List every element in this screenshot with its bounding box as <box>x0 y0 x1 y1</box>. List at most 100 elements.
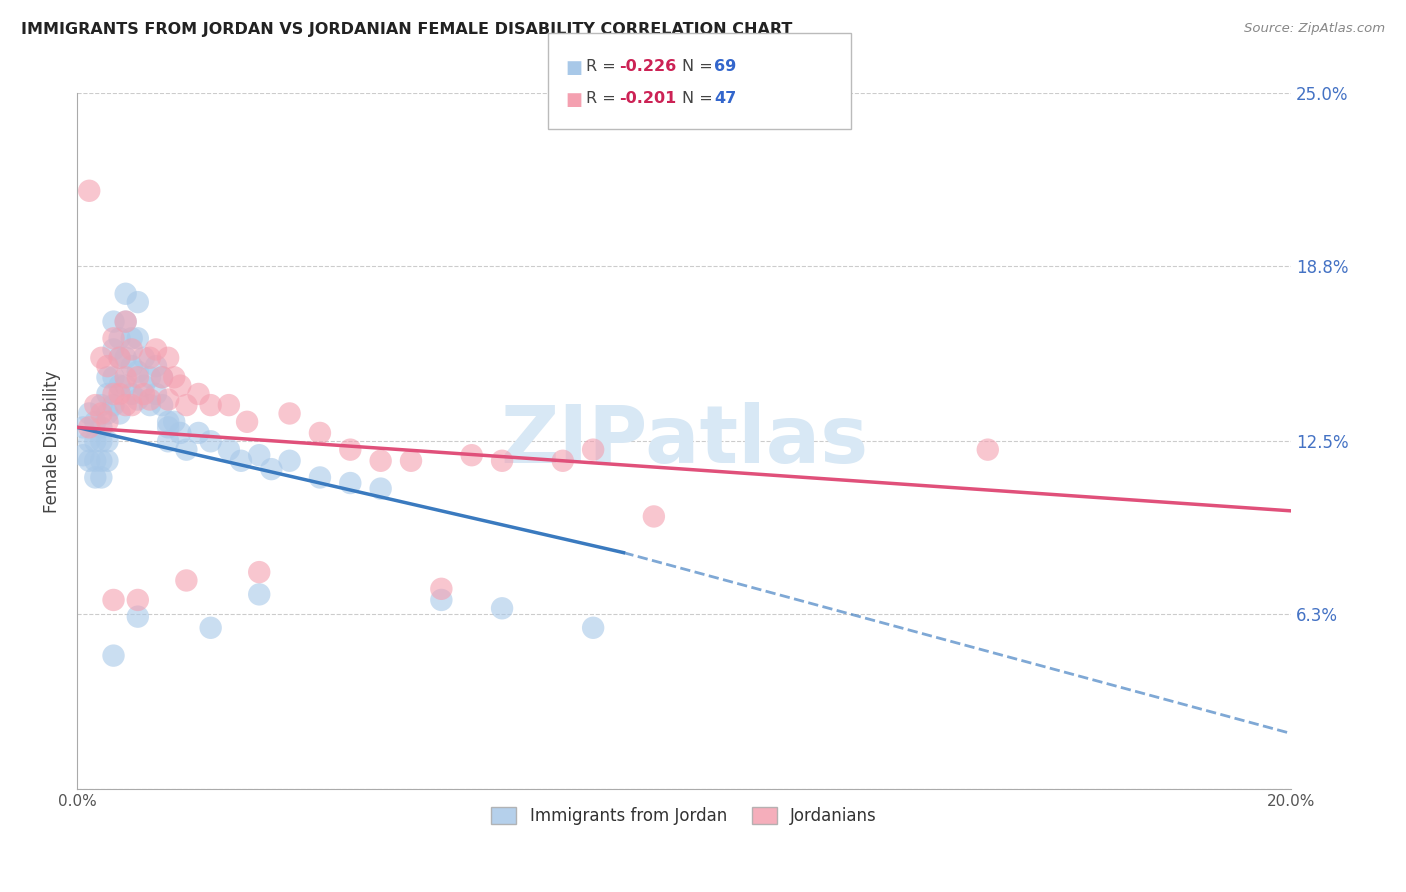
Point <box>176 574 198 588</box>
Text: ■: ■ <box>565 59 582 77</box>
Point <box>157 415 180 429</box>
Point <box>150 398 173 412</box>
Point <box>157 351 180 365</box>
Point <box>176 442 198 457</box>
Point <box>103 593 125 607</box>
Point <box>114 378 136 392</box>
Point <box>247 565 270 579</box>
Point <box>157 434 180 449</box>
Text: R =: R = <box>586 59 621 74</box>
Point <box>77 420 100 434</box>
Point <box>108 351 131 365</box>
Point <box>430 593 453 607</box>
Text: -0.226: -0.226 <box>619 59 676 74</box>
Point <box>77 454 100 468</box>
Point <box>108 351 131 365</box>
Point <box>96 387 118 401</box>
Text: -0.201: -0.201 <box>619 91 676 106</box>
Text: ■: ■ <box>565 91 582 109</box>
Point <box>121 387 143 401</box>
Point <box>145 359 167 373</box>
Point <box>103 331 125 345</box>
Point <box>150 370 173 384</box>
Y-axis label: Female Disability: Female Disability <box>44 370 60 513</box>
Point <box>247 448 270 462</box>
Point <box>200 434 222 449</box>
Point <box>218 398 240 412</box>
Point <box>260 462 283 476</box>
Point <box>399 454 422 468</box>
Point <box>145 387 167 401</box>
Point <box>77 434 100 449</box>
Point <box>114 315 136 329</box>
Text: R =: R = <box>586 91 621 106</box>
Point <box>309 470 332 484</box>
Point <box>96 415 118 429</box>
Point <box>77 184 100 198</box>
Point <box>200 621 222 635</box>
Point <box>218 442 240 457</box>
Point <box>108 407 131 421</box>
Point <box>127 593 149 607</box>
Point <box>582 442 605 457</box>
Point <box>145 343 167 357</box>
Point <box>491 454 513 468</box>
Point <box>139 398 162 412</box>
Point <box>96 359 118 373</box>
Point <box>90 407 112 421</box>
Point <box>187 425 209 440</box>
Point <box>103 648 125 663</box>
Point <box>90 351 112 365</box>
Point <box>90 454 112 468</box>
Point <box>430 582 453 596</box>
Point <box>127 331 149 345</box>
Point <box>132 387 155 401</box>
Point <box>103 370 125 384</box>
Point <box>121 398 143 412</box>
Point <box>77 407 100 421</box>
Point <box>127 365 149 379</box>
Point <box>127 392 149 407</box>
Point <box>84 415 107 429</box>
Point <box>114 370 136 384</box>
Point <box>163 415 186 429</box>
Point <box>84 434 107 449</box>
Point <box>309 425 332 440</box>
Point <box>96 370 118 384</box>
Point <box>72 420 94 434</box>
Point <box>121 343 143 357</box>
Point <box>96 407 118 421</box>
Text: IMMIGRANTS FROM JORDAN VS JORDANIAN FEMALE DISABILITY CORRELATION CHART: IMMIGRANTS FROM JORDAN VS JORDANIAN FEMA… <box>21 22 793 37</box>
Point <box>132 378 155 392</box>
Point <box>108 387 131 401</box>
Point <box>157 392 180 407</box>
Point <box>370 454 392 468</box>
Point <box>169 378 191 392</box>
Point <box>96 454 118 468</box>
Point <box>90 470 112 484</box>
Point <box>90 398 112 412</box>
Point <box>84 470 107 484</box>
Point <box>229 454 252 468</box>
Point <box>108 331 131 345</box>
Point <box>278 407 301 421</box>
Point <box>84 398 107 412</box>
Point <box>139 351 162 365</box>
Text: N =: N = <box>682 59 718 74</box>
Point <box>114 398 136 412</box>
Point <box>200 398 222 412</box>
Point <box>127 295 149 310</box>
Point <box>108 378 131 392</box>
Point <box>236 415 259 429</box>
Text: 47: 47 <box>714 91 737 106</box>
Point <box>139 370 162 384</box>
Point <box>163 370 186 384</box>
Point <box>114 315 136 329</box>
Point <box>157 420 180 434</box>
Point <box>977 442 1000 457</box>
Text: N =: N = <box>682 91 718 106</box>
Point <box>139 392 162 407</box>
Point <box>114 351 136 365</box>
Point <box>247 587 270 601</box>
Point <box>121 359 143 373</box>
